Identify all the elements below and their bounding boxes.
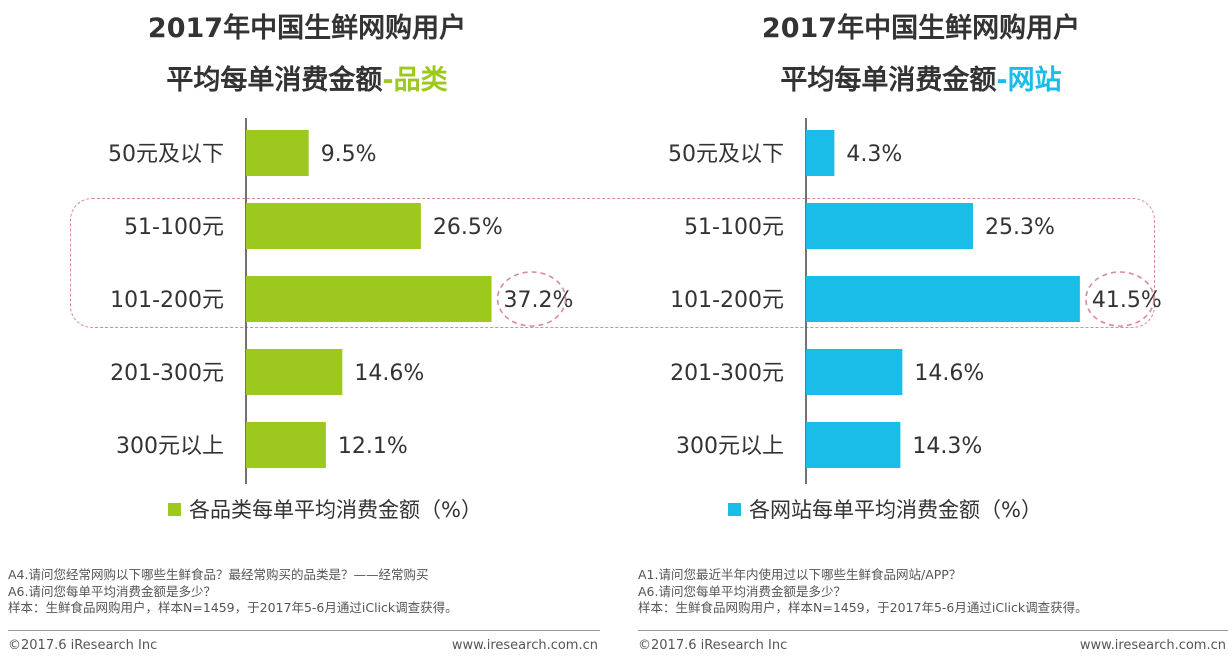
bar	[246, 349, 343, 395]
chart-panel-category: 2017年中国生鲜网购用户 平均每单消费金额-品类 50元及以下 9.5% 51-1…	[0, 13, 614, 653]
chart-title-main: 平均每单消费金额	[780, 65, 997, 96]
data-label: 9.5%	[321, 142, 377, 167]
chart-panel-website: 2017年中国生鲜网购用户 平均每单消费金额-网站 50元及以下 4.3% 51-1…	[614, 0, 1228, 660]
data-label: 12.1%	[338, 434, 408, 459]
category-label: 101-200元	[670, 288, 784, 313]
data-label: 26.5%	[433, 215, 503, 240]
data-label: 14.3%	[912, 434, 982, 459]
chart-title-line1: 2017年中国生鲜网购用户	[147, 13, 467, 44]
footer-website: www.iresearch.com.cn	[451, 638, 598, 653]
data-label: 37.2%	[504, 288, 574, 313]
note-line: A6.请问您每单平均消费金额是多少？	[638, 583, 846, 599]
data-label: 41.5%	[1092, 288, 1162, 313]
legend-label: 各品类每单平均消费金额（%）	[189, 498, 482, 522]
footer-website: www.iresearch.com.cn	[1079, 638, 1226, 653]
bar	[806, 276, 1080, 322]
highlight-dashed-box	[70, 198, 1155, 328]
data-label: 14.6%	[354, 361, 424, 386]
bar	[806, 349, 903, 395]
chart-title-line2: 平均每单消费金额-品类	[0, 58, 614, 97]
bar	[246, 203, 421, 249]
chart-title-line1: 2017年中国生鲜网购用户	[761, 13, 1081, 44]
category-label: 101-200元	[110, 288, 224, 313]
note-line: A4.请问您经常网购以下哪些生鲜食品？最经常购买的品类是？——经常购买	[8, 567, 429, 582]
legend-swatch	[168, 502, 181, 516]
data-label: 4.3%	[846, 142, 902, 167]
chart-title-main: 平均每单消费金额	[166, 65, 383, 96]
category-label: 201-300元	[670, 361, 784, 386]
bar-chart-website: 50元及以下 4.3% 51-100元 25.3% 101-200元 41.5% 201-3…	[668, 118, 1162, 484]
survey-notes: A4.请问您经常网购以下哪些生鲜食品？最经常购买的品类是？——经常购买 A6.请…	[8, 567, 458, 617]
footer-divider	[638, 630, 1228, 631]
data-label: 14.6%	[914, 361, 984, 386]
chart-title-line2: 平均每单消费金额-网站	[614, 58, 1228, 97]
category-label: 50元及以下	[108, 142, 224, 167]
highlight-circle	[496, 271, 567, 327]
bar	[806, 422, 901, 468]
category-label: 51-100元	[684, 215, 784, 240]
bar	[246, 130, 309, 176]
category-label: 300元以上	[676, 434, 784, 459]
category-label: 300元以上	[116, 434, 224, 459]
data-label: 25.3%	[985, 215, 1055, 240]
bar	[806, 130, 835, 176]
note-line: A1.请问您最近半年内使用过以下哪些生鲜食品网站/APP？	[638, 567, 962, 582]
footer-copyright: ©2017.6 iResearch Inc	[638, 638, 788, 653]
category-label: 50元及以下	[668, 142, 784, 167]
legend: 各网站每单平均消费金额（%）	[728, 494, 1042, 524]
chart-title-accent: -品类	[382, 65, 448, 96]
survey-notes: A1.请问您最近半年内使用过以下哪些生鲜食品网站/APP？ A6.请问您每单平均…	[638, 567, 1088, 617]
legend-swatch	[728, 502, 741, 516]
bar	[246, 422, 326, 468]
bar-chart-category: 50元及以下 9.5% 51-100元 26.5% 101-200元 37.2% 201-3…	[108, 118, 574, 484]
bar	[806, 203, 973, 249]
note-line: A6.请问您每单平均消费金额是多少？	[8, 583, 216, 599]
category-label: 201-300元	[110, 361, 224, 386]
note-line: 样本：生鲜食品网购用户，样本N=1459，于2017年5-6月通过iClick调…	[638, 600, 1088, 615]
category-label: 51-100元	[124, 215, 224, 240]
bar	[246, 276, 492, 322]
highlight-circle	[1085, 271, 1155, 327]
note-line: 样本：生鲜食品网购用户，样本N=1459，于2017年5-6月通过iClick调…	[8, 600, 458, 615]
legend: 各品类每单平均消费金额（%）	[168, 494, 482, 524]
chart-title-accent: -网站	[996, 65, 1062, 96]
legend-label: 各网站每单平均消费金额（%）	[749, 498, 1042, 522]
footer-divider	[8, 630, 600, 631]
footer-copyright: ©2017.6 iResearch Inc	[8, 638, 158, 653]
